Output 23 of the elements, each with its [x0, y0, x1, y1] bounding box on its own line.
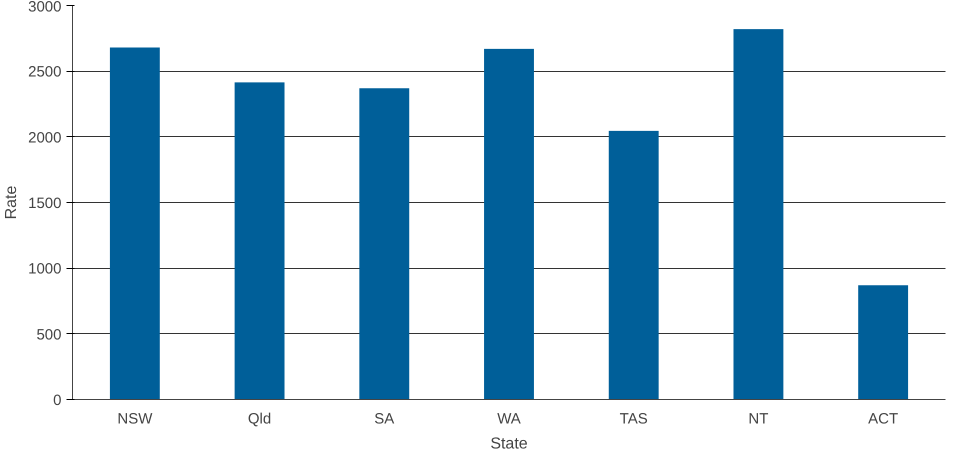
bar — [858, 285, 908, 400]
x-tick-label: SA — [374, 410, 394, 428]
y-axis-title: Rate — [3, 186, 20, 220]
y-tick-label: 2500 — [28, 64, 62, 81]
x-tick-label: Qld — [248, 410, 272, 428]
x-tick-label: TAS — [620, 410, 648, 428]
x-axis-title: State — [490, 436, 528, 452]
bar — [484, 48, 534, 400]
x-tick-label: WA — [497, 410, 521, 428]
bar — [234, 82, 285, 400]
bar — [733, 29, 784, 400]
y-tick-label: 500 — [36, 326, 62, 344]
x-tick-label: NT — [748, 410, 768, 428]
bar — [359, 88, 410, 400]
y-tick-label: 1500 — [28, 195, 62, 212]
y-tick-label: 2000 — [28, 129, 62, 146]
y-tick-label: 1000 — [28, 260, 62, 278]
x-tick-label: ACT — [868, 410, 898, 428]
bar — [110, 48, 160, 400]
bar — [608, 130, 659, 400]
x-tick-label: NSW — [117, 410, 154, 428]
y-tick-label: 3000 — [28, 0, 62, 16]
y-tick-label: 0 — [53, 392, 62, 409]
